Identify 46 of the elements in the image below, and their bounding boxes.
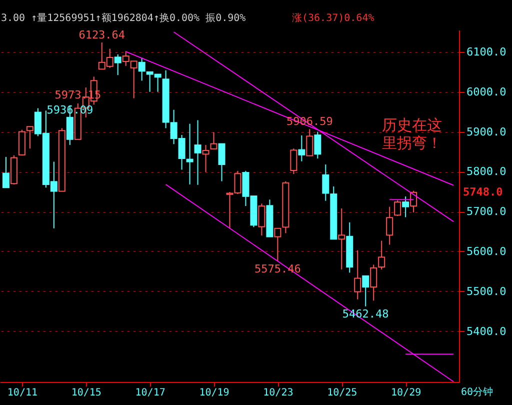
y-tick-label: 5900.0 xyxy=(466,125,506,138)
candlestick xyxy=(258,203,266,236)
y-tick-label: 5700.0 xyxy=(466,205,506,218)
x-tick-label: 10/15 xyxy=(71,388,102,398)
x-tick-label: 10/19 xyxy=(199,388,230,398)
candlestick xyxy=(402,196,410,218)
candlestick xyxy=(394,200,402,216)
text: 3.00 ↑量12569951↑额1962804↑换0.00% 振0.90% xyxy=(1,12,246,24)
candlestick xyxy=(218,143,226,182)
annotation: 历史在这里拐弯！ xyxy=(382,116,442,152)
candlestick xyxy=(290,148,298,175)
candlestick xyxy=(210,132,218,150)
y-tick-label: 5500.0 xyxy=(466,284,506,298)
x-tick-label: 10/29 xyxy=(391,388,422,398)
candlestick xyxy=(274,228,282,262)
candlestick xyxy=(186,123,194,185)
candlestick xyxy=(378,240,386,270)
candlestick xyxy=(306,128,314,156)
candlestick xyxy=(18,129,26,156)
candlestick xyxy=(138,57,146,82)
candlestick xyxy=(194,120,202,186)
y-tick-label: 5800.0 xyxy=(466,165,506,178)
candlestick xyxy=(298,134,306,162)
candlestick xyxy=(386,206,394,246)
text: 60分钟 xyxy=(461,386,494,398)
text: 5748.0 xyxy=(463,185,503,198)
candlestick xyxy=(26,126,34,150)
y-tick-label: 5600.0 xyxy=(466,244,506,258)
candlestick xyxy=(202,144,210,173)
x-tick-label: 10/23 xyxy=(263,388,294,398)
candlestick xyxy=(362,275,370,307)
candlestick xyxy=(114,54,122,76)
x-tick-label: 10/17 xyxy=(135,388,166,398)
candlestick xyxy=(338,208,346,270)
x-tick-label: 10/25 xyxy=(327,388,358,398)
candlestick xyxy=(322,164,330,202)
annotation: 6123.64 xyxy=(78,28,126,42)
candlestick xyxy=(314,131,322,160)
y-tick-label: 6000.0 xyxy=(466,85,506,98)
candlestick xyxy=(2,156,10,188)
y-tick-label: 5400.0 xyxy=(466,324,506,338)
candlestick xyxy=(370,264,378,302)
x-tick-label: 10/11 xyxy=(7,388,38,398)
text: 涨(36.37)0.64% xyxy=(292,12,374,24)
y-tick-label: 6100.0 xyxy=(466,45,506,58)
candlestick xyxy=(354,250,362,300)
